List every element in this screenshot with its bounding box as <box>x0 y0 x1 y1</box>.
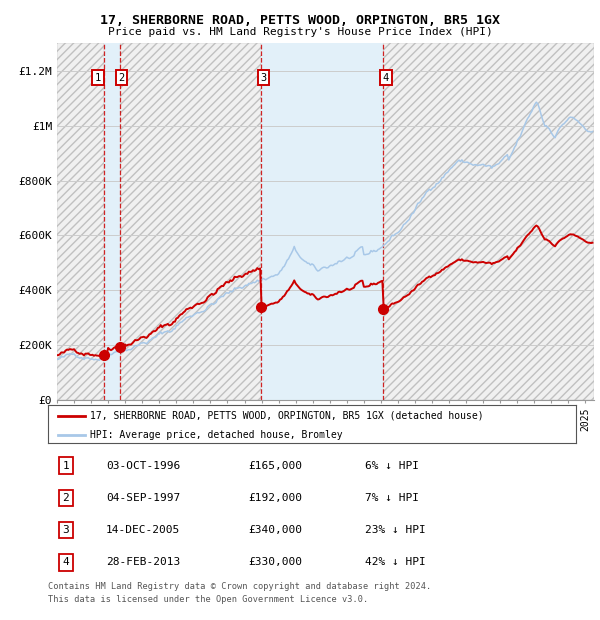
Text: £330,000: £330,000 <box>248 557 302 567</box>
Text: 04-SEP-1997: 04-SEP-1997 <box>106 493 181 503</box>
Text: 14-DEC-2005: 14-DEC-2005 <box>106 525 181 535</box>
Text: 17, SHERBORNE ROAD, PETTS WOOD, ORPINGTON, BR5 1GX: 17, SHERBORNE ROAD, PETTS WOOD, ORPINGTO… <box>100 14 500 27</box>
Text: £192,000: £192,000 <box>248 493 302 503</box>
Bar <box>57 43 104 400</box>
Text: 4: 4 <box>383 73 389 82</box>
Text: 23% ↓ HPI: 23% ↓ HPI <box>365 525 425 535</box>
Text: 3: 3 <box>260 73 266 82</box>
Text: 2: 2 <box>62 493 70 503</box>
Text: This data is licensed under the Open Government Licence v3.0.: This data is licensed under the Open Gov… <box>48 595 368 604</box>
Text: 42% ↓ HPI: 42% ↓ HPI <box>365 557 425 567</box>
Bar <box>383 43 594 400</box>
Text: HPI: Average price, detached house, Bromley: HPI: Average price, detached house, Brom… <box>90 430 343 440</box>
Text: 1: 1 <box>95 73 101 82</box>
Text: Contains HM Land Registry data © Crown copyright and database right 2024.: Contains HM Land Registry data © Crown c… <box>48 582 431 591</box>
Text: 03-OCT-1996: 03-OCT-1996 <box>106 461 181 471</box>
Text: 6% ↓ HPI: 6% ↓ HPI <box>365 461 419 471</box>
Text: £165,000: £165,000 <box>248 461 302 471</box>
Text: 7% ↓ HPI: 7% ↓ HPI <box>365 493 419 503</box>
Text: 17, SHERBORNE ROAD, PETTS WOOD, ORPINGTON, BR5 1GX (detached house): 17, SHERBORNE ROAD, PETTS WOOD, ORPINGTO… <box>90 410 484 420</box>
Bar <box>261 43 383 400</box>
Text: 2: 2 <box>118 73 125 82</box>
Text: 3: 3 <box>62 525 70 535</box>
Text: 1: 1 <box>62 461 70 471</box>
Text: 28-FEB-2013: 28-FEB-2013 <box>106 557 181 567</box>
Bar <box>104 43 119 400</box>
Text: 4: 4 <box>62 557 70 567</box>
Text: £340,000: £340,000 <box>248 525 302 535</box>
Text: Price paid vs. HM Land Registry's House Price Index (HPI): Price paid vs. HM Land Registry's House … <box>107 27 493 37</box>
Bar <box>119 43 261 400</box>
